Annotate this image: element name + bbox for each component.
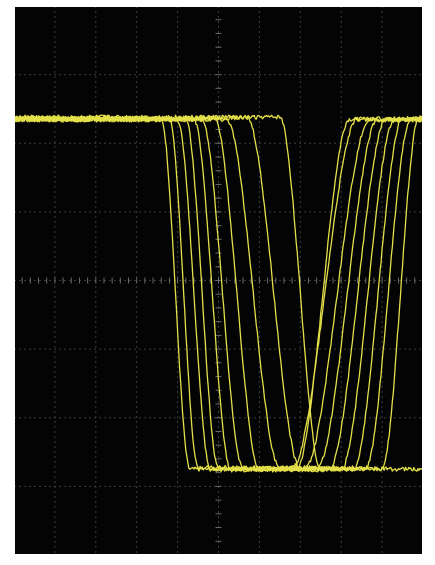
graticule: [14, 6, 423, 555]
screen-frame: [14, 6, 423, 555]
waveform-trace-6: [14, 117, 423, 472]
traces: [14, 114, 423, 473]
waveform-plot: [14, 6, 423, 555]
waveform-trace-10: [14, 114, 423, 472]
oscilloscope-screen: [14, 6, 423, 555]
